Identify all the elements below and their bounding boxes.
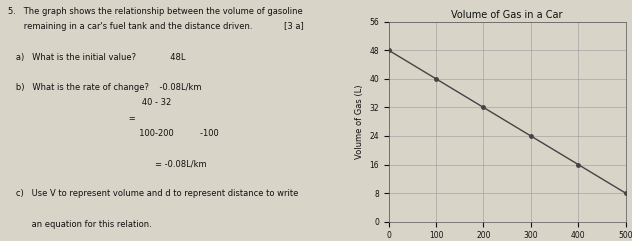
Text: remaining in a car's fuel tank and the distance driven.            [3 a]: remaining in a car's fuel tank and the d… [8,22,303,31]
Y-axis label: Volume of Gas (L): Volume of Gas (L) [355,84,363,159]
Text: b)   What is the rate of change?    -0.08L/km: b) What is the rate of change? -0.08L/km [8,83,201,92]
Text: 100-200          -100: 100-200 -100 [8,129,218,138]
Title: Volume of Gas in a Car: Volume of Gas in a Car [451,10,563,20]
Text: an equation for this relation.: an equation for this relation. [8,220,151,229]
Text: a)   What is the initial value?             48L: a) What is the initial value? 48L [8,53,185,62]
Text: =: = [8,114,135,122]
Text: = -0.08L/km: = -0.08L/km [8,159,206,168]
Text: 40 - 32: 40 - 32 [8,98,171,107]
Text: 5.   The graph shows the relationship between the volume of gasoline: 5. The graph shows the relationship betw… [8,7,302,16]
Text: c)   Use V to represent volume and d to represent distance to write: c) Use V to represent volume and d to re… [8,189,298,198]
